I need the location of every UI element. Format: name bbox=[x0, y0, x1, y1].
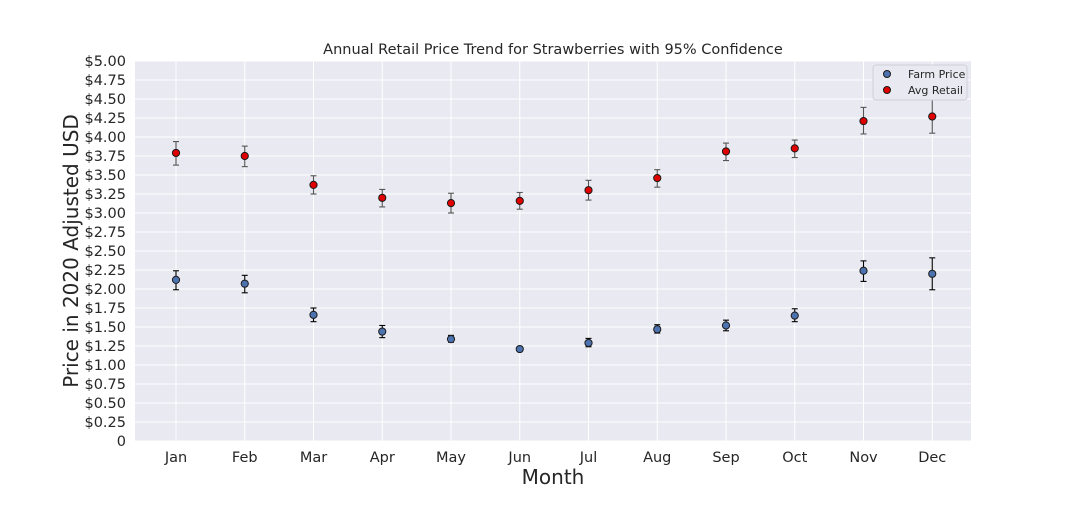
x-tick-label: Oct bbox=[782, 450, 807, 466]
tick-label-layer: 0 $0.25 $0.50 $0.75 $1.00 $1.25 $1.50 $1.75 $2.0… bbox=[84, 54, 946, 466]
x-tick-label: Jun bbox=[507, 450, 531, 466]
y-tick-label: $2.75 bbox=[84, 225, 126, 241]
y-tick-label: $0.25 bbox=[84, 415, 126, 431]
y-tick-label: $1.00 bbox=[84, 358, 126, 374]
y-tick-label: $1.25 bbox=[84, 339, 126, 355]
y-tick-label: $3.00 bbox=[84, 206, 126, 222]
x-tick-label: May bbox=[436, 450, 466, 466]
legend: Farm Price Avg Retail bbox=[872, 64, 968, 101]
x-tick-label: Sep bbox=[712, 450, 739, 466]
y-tick-label: $2.25 bbox=[84, 263, 126, 279]
y-tick-label: $4.50 bbox=[84, 92, 126, 108]
point-farm-price bbox=[859, 266, 868, 275]
legend-marker-farm-price bbox=[883, 70, 891, 78]
point-farm-price bbox=[378, 327, 387, 336]
y-tick-label: $1.50 bbox=[84, 320, 126, 336]
chart-title: Annual Retail Price Trend for Strawberri… bbox=[323, 42, 783, 58]
y-tick-label: $5.00 bbox=[84, 54, 126, 70]
legend-label-farm-price: Farm Price bbox=[908, 68, 966, 81]
y-tick-label: $1.75 bbox=[84, 301, 126, 317]
y-axis-label: Price in 2020 Adjusted USD bbox=[59, 114, 83, 388]
grid-layer bbox=[135, 60, 971, 442]
legend-frame bbox=[872, 64, 968, 101]
point-avg-retail bbox=[859, 116, 868, 126]
point-avg-retail bbox=[584, 186, 593, 195]
point-avg-retail bbox=[171, 148, 181, 158]
legend-marker-avg-retail bbox=[883, 86, 891, 94]
point-avg-retail bbox=[515, 196, 524, 205]
y-tick-label: $4.75 bbox=[84, 73, 126, 89]
point-avg-retail bbox=[309, 180, 318, 189]
x-tick-label: Nov bbox=[849, 450, 878, 466]
point-farm-price bbox=[584, 338, 593, 348]
legend-label-avg-retail: Avg Retail bbox=[908, 84, 963, 97]
x-tick-label: Mar bbox=[300, 450, 327, 466]
point-farm-price bbox=[721, 321, 731, 330]
point-avg-retail bbox=[446, 199, 456, 208]
marker-layer bbox=[171, 112, 937, 354]
x-tick-label: Dec bbox=[918, 450, 946, 466]
x-tick-label: Aug bbox=[643, 450, 671, 466]
y-tick-label: $3.75 bbox=[84, 149, 126, 165]
x-tick-label: Jan bbox=[164, 450, 187, 466]
point-avg-retail bbox=[378, 193, 387, 202]
point-avg-retail bbox=[790, 144, 799, 153]
point-farm-price bbox=[515, 344, 524, 354]
point-avg-retail bbox=[240, 151, 249, 161]
x-tick-label: Jul bbox=[579, 450, 598, 466]
point-avg-retail bbox=[928, 112, 937, 121]
point-farm-price bbox=[653, 325, 662, 334]
point-farm-price bbox=[928, 269, 937, 278]
y-tick-label: $0.50 bbox=[84, 396, 126, 412]
y-tick-label: $4.25 bbox=[84, 111, 126, 127]
y-tick-label: $4.00 bbox=[84, 130, 126, 146]
point-avg-retail bbox=[721, 147, 731, 156]
y-tick-label: $0.75 bbox=[84, 377, 126, 393]
point-farm-price bbox=[790, 311, 799, 320]
point-farm-price bbox=[446, 335, 456, 344]
y-tick-label: $2.50 bbox=[84, 244, 126, 260]
point-farm-price bbox=[309, 310, 318, 319]
x-tick-label: Feb bbox=[232, 450, 258, 466]
y-tick-label: $3.25 bbox=[84, 187, 126, 203]
y-tick-label: $3.50 bbox=[84, 168, 126, 184]
point-avg-retail bbox=[653, 173, 662, 183]
y-tick-label: 0 bbox=[117, 434, 126, 450]
x-tick-label: Apr bbox=[370, 450, 395, 466]
y-tick-label: $2.00 bbox=[84, 282, 126, 298]
x-axis-label: Month bbox=[522, 465, 585, 489]
point-farm-price bbox=[240, 279, 249, 288]
point-farm-price bbox=[171, 275, 181, 284]
